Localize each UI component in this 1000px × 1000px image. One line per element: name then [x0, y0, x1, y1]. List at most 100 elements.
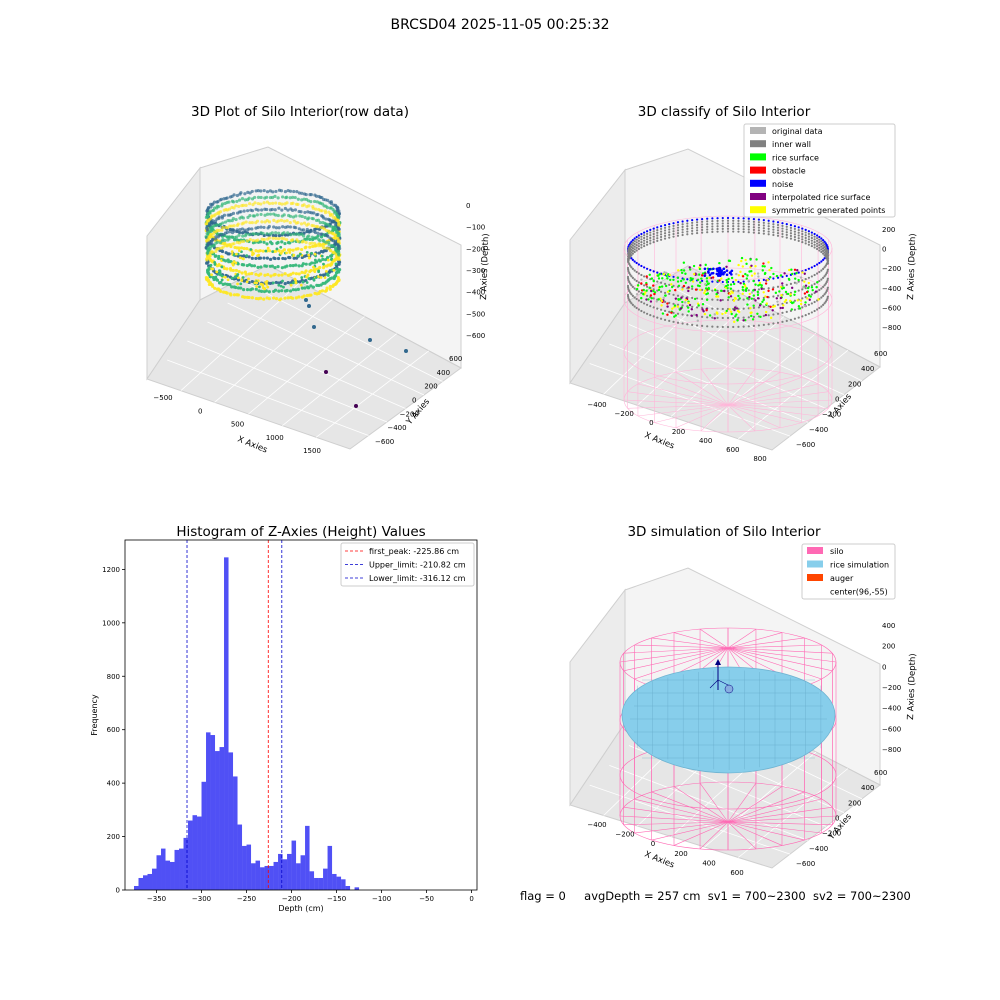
histogram-bar — [278, 853, 283, 890]
classified-point — [681, 304, 684, 307]
classified-point — [797, 239, 800, 242]
classified-point — [791, 272, 794, 276]
classified-point — [674, 288, 677, 292]
raw-point — [319, 249, 324, 254]
raw-point — [309, 193, 313, 197]
outlier-point — [404, 349, 408, 353]
raw-point — [296, 220, 300, 225]
histogram-bar — [291, 840, 297, 890]
classified-point — [656, 239, 659, 242]
raw-point — [277, 201, 282, 206]
classified-point — [726, 289, 730, 293]
classified-point — [772, 233, 775, 237]
raw-point — [241, 257, 245, 261]
classified-point — [779, 306, 782, 310]
classified-point — [752, 304, 755, 307]
raw-point — [296, 287, 300, 291]
classified-point — [681, 300, 684, 304]
classified-point — [650, 297, 653, 300]
classified-point — [681, 225, 684, 228]
classified-point — [645, 275, 648, 278]
raw-point — [299, 283, 303, 287]
classified-point — [695, 221, 699, 224]
classified-point — [766, 295, 769, 299]
classified-point — [668, 223, 671, 226]
raw-point — [270, 231, 274, 235]
classified-point — [735, 272, 738, 276]
classified-point — [711, 217, 714, 220]
raw-point — [291, 215, 296, 219]
classified-point — [701, 324, 704, 328]
classified-point — [758, 281, 762, 285]
classified-point — [789, 224, 793, 227]
classified-point — [797, 316, 800, 319]
silo-rib — [619, 815, 729, 823]
legend-label: Lower_limit: -316.12 cm — [369, 574, 466, 583]
classified-point — [663, 282, 667, 285]
classified-point — [659, 238, 663, 241]
y-tick-label: 400 — [437, 369, 450, 377]
raw-point — [228, 219, 232, 223]
raw-point — [237, 270, 241, 274]
legend-label: center(96,-55) — [830, 588, 888, 597]
classified-point — [732, 299, 736, 302]
classified-point — [797, 289, 800, 292]
raw-point — [250, 227, 254, 231]
classified-point — [642, 288, 645, 292]
classified-point — [778, 290, 781, 293]
classified-point — [725, 278, 728, 282]
raw-point — [293, 195, 297, 200]
classified-point — [824, 264, 827, 267]
raw-point — [273, 266, 277, 270]
classified-point — [656, 228, 659, 232]
classified-point — [650, 289, 653, 293]
classified-point — [701, 288, 704, 292]
raw-point — [235, 274, 239, 278]
classified-point — [826, 258, 829, 261]
classified-point — [776, 300, 779, 303]
classified-point — [635, 249, 638, 252]
classified-point — [818, 306, 821, 310]
classified-point — [741, 265, 745, 268]
raw-point — [300, 214, 304, 219]
raw-point — [294, 272, 299, 276]
classified-point — [640, 243, 643, 246]
raw-point — [245, 239, 249, 243]
classified-point — [785, 319, 788, 322]
raw-point — [230, 276, 234, 280]
silo-rib — [623, 399, 729, 406]
classified-point — [662, 296, 665, 300]
silo-rib — [727, 404, 756, 432]
raw-point — [274, 226, 279, 230]
legend-swatch — [750, 153, 766, 161]
classified-point — [637, 290, 640, 293]
classified-point — [721, 298, 724, 302]
raw-point — [316, 275, 320, 279]
raw-point — [326, 234, 330, 238]
raw-point — [297, 227, 301, 231]
classified-point — [706, 220, 709, 223]
raw-point — [272, 225, 276, 229]
classified-point — [793, 230, 797, 233]
z-tick-label: −400 — [882, 285, 901, 293]
classified-point — [797, 271, 800, 274]
classified-point — [816, 272, 819, 275]
raw-point — [258, 285, 261, 289]
classified-point — [762, 323, 765, 326]
classified-point — [718, 261, 721, 265]
silo-rib — [673, 786, 729, 823]
raw-point — [318, 239, 322, 243]
silo-rib — [727, 647, 833, 654]
raw-point — [270, 207, 274, 212]
histogram-bar — [264, 865, 270, 890]
classified-point — [716, 217, 719, 220]
raw-point — [234, 252, 238, 256]
raw-point — [248, 221, 252, 225]
classified-point — [817, 298, 820, 301]
classified-point — [795, 271, 798, 275]
raw-point — [311, 244, 315, 248]
raw-point — [321, 266, 326, 270]
classified-point — [645, 303, 649, 306]
raw-point — [286, 208, 290, 212]
